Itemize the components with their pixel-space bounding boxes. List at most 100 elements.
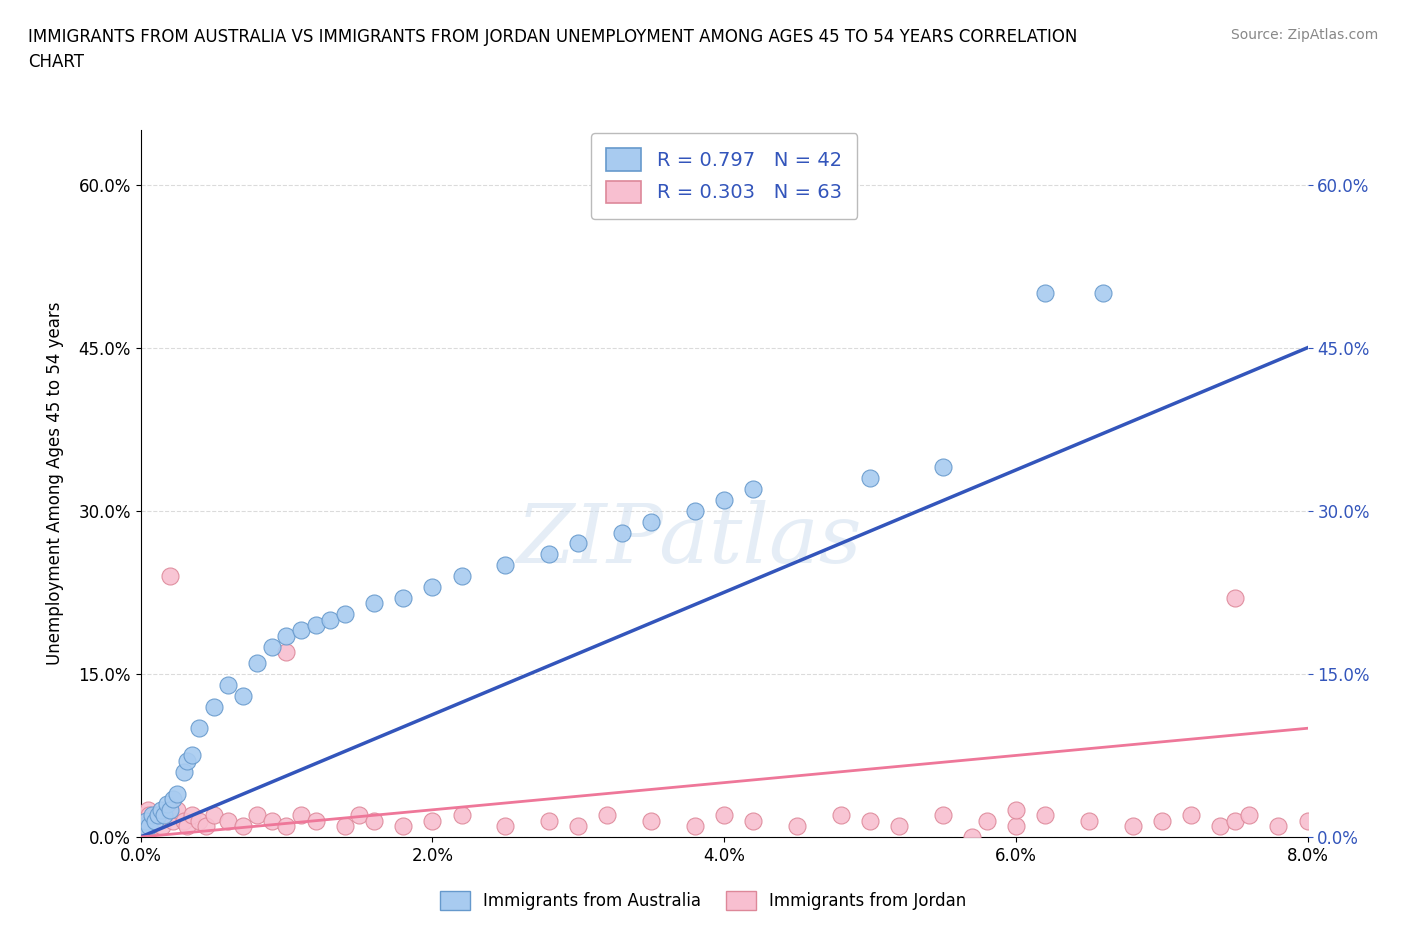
Point — [176, 818, 198, 833]
Point — [422, 579, 444, 594]
Point — [596, 808, 619, 823]
Text: Source: ZipAtlas.com: Source: ZipAtlas.com — [1230, 28, 1378, 42]
Point — [135, 818, 157, 833]
Point — [305, 813, 328, 828]
Point — [567, 818, 589, 833]
Point — [494, 818, 516, 833]
Point — [276, 818, 298, 833]
Point — [349, 808, 371, 823]
Point — [143, 813, 166, 828]
Point — [138, 808, 160, 823]
Point — [392, 591, 415, 605]
Point — [132, 818, 155, 833]
Point — [640, 514, 662, 529]
Point — [159, 808, 181, 823]
Point — [260, 639, 283, 654]
Point — [132, 813, 155, 828]
Text: ZIPatlas: ZIPatlas — [516, 500, 862, 580]
Point — [960, 830, 983, 844]
Point — [1223, 591, 1246, 605]
Point — [141, 818, 163, 833]
Point — [195, 818, 218, 833]
Point — [786, 818, 808, 833]
Point — [138, 818, 160, 833]
Point — [159, 803, 181, 817]
Point — [1209, 818, 1232, 833]
Point — [246, 808, 269, 823]
Point — [889, 818, 911, 833]
Point — [494, 558, 516, 573]
Point — [173, 764, 195, 779]
Legend: Immigrants from Australia, Immigrants from Jordan: Immigrants from Australia, Immigrants fr… — [433, 884, 973, 917]
Point — [152, 818, 174, 833]
Point — [166, 786, 188, 801]
Point — [276, 644, 298, 659]
Point — [217, 813, 239, 828]
Point — [538, 813, 561, 828]
Point — [713, 493, 735, 508]
Point — [202, 808, 225, 823]
Point — [139, 813, 162, 828]
Point — [683, 818, 706, 833]
Legend: R = 0.797   N = 42, R = 0.303   N = 63: R = 0.797 N = 42, R = 0.303 N = 63 — [591, 133, 858, 219]
Point — [176, 753, 198, 768]
Point — [683, 503, 706, 518]
Point — [1033, 286, 1056, 300]
Point — [713, 808, 735, 823]
Point — [1033, 808, 1056, 823]
Point — [166, 803, 188, 817]
Point — [610, 525, 633, 540]
Point — [363, 813, 385, 828]
Point — [153, 808, 176, 823]
Point — [146, 808, 169, 823]
Point — [1092, 286, 1115, 300]
Point — [276, 629, 298, 644]
Point — [146, 813, 169, 828]
Point — [162, 813, 184, 828]
Point — [450, 568, 472, 583]
Point — [134, 808, 156, 823]
Point — [159, 568, 181, 583]
Point — [173, 813, 195, 828]
Point — [422, 813, 444, 828]
Point — [1239, 808, 1261, 823]
Point — [143, 808, 166, 823]
Point — [141, 808, 163, 823]
Point — [742, 813, 765, 828]
Point — [1223, 813, 1246, 828]
Point — [742, 482, 765, 497]
Point — [135, 813, 157, 828]
Point — [1180, 808, 1202, 823]
Point — [246, 656, 269, 671]
Y-axis label: Unemployment Among Ages 45 to 54 years: Unemployment Among Ages 45 to 54 years — [46, 302, 65, 665]
Point — [217, 677, 239, 692]
Point — [538, 547, 561, 562]
Text: IMMIGRANTS FROM AUSTRALIA VS IMMIGRANTS FROM JORDAN UNEMPLOYMENT AMONG AGES 45 T: IMMIGRANTS FROM AUSTRALIA VS IMMIGRANTS … — [28, 28, 1077, 71]
Point — [180, 808, 202, 823]
Point — [319, 612, 342, 627]
Point — [180, 748, 202, 763]
Point — [392, 818, 415, 833]
Point — [162, 791, 184, 806]
Point — [1150, 813, 1173, 828]
Point — [150, 803, 173, 817]
Point — [232, 688, 254, 703]
Point — [305, 618, 328, 632]
Point — [1122, 818, 1144, 833]
Point — [333, 818, 356, 833]
Point — [1296, 813, 1319, 828]
Point — [1267, 818, 1289, 833]
Point — [859, 471, 882, 485]
Point — [932, 459, 955, 474]
Point — [1005, 803, 1028, 817]
Point — [333, 606, 356, 621]
Point — [450, 808, 472, 823]
Point — [976, 813, 998, 828]
Point — [290, 623, 312, 638]
Point — [290, 808, 312, 823]
Point — [567, 536, 589, 551]
Point — [156, 797, 179, 812]
Point — [232, 818, 254, 833]
Point — [131, 818, 153, 833]
Point — [136, 803, 159, 817]
